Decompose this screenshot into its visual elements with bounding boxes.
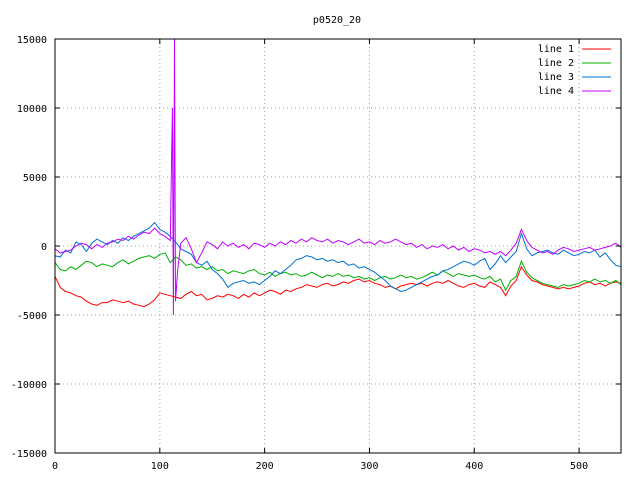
y-tick-label: -15000 — [11, 449, 47, 460]
chart-title: p0520_20 — [313, 15, 361, 26]
x-tick-label: 200 — [256, 461, 274, 472]
legend-label-3: line 3 — [538, 72, 574, 83]
x-tick-label: 0 — [52, 461, 58, 472]
y-tick-label: 0 — [41, 242, 47, 253]
legend-label-4: line 4 — [538, 86, 574, 97]
series-lines — [55, 39, 621, 316]
y-tick-label: 10000 — [17, 104, 47, 115]
series-line-2 — [55, 252, 621, 292]
grid-lines — [55, 39, 621, 453]
y-tick-label: -5000 — [17, 311, 47, 322]
x-tick-label: 500 — [570, 461, 588, 472]
y-tick-label: -10000 — [11, 380, 47, 391]
x-tick-label: 400 — [465, 461, 483, 472]
y-tick-label: 15000 — [17, 35, 47, 46]
x-tick-label: 300 — [360, 461, 378, 472]
series-line-1 — [55, 265, 621, 308]
legend: line 1 line 2 line 3 line 4 — [538, 44, 611, 97]
x-tick-label: 100 — [151, 461, 169, 472]
series-line-4 — [55, 39, 621, 316]
y-tick-label: 5000 — [23, 173, 47, 184]
axis-ticks: 0 100 200 300 400 500 -15000 -10000 -5000 0 5000 10… — [11, 35, 621, 472]
legend-label-2: line 2 — [538, 58, 574, 69]
legend-label-1: line 1 — [538, 44, 574, 55]
series-line-3 — [55, 221, 621, 293]
